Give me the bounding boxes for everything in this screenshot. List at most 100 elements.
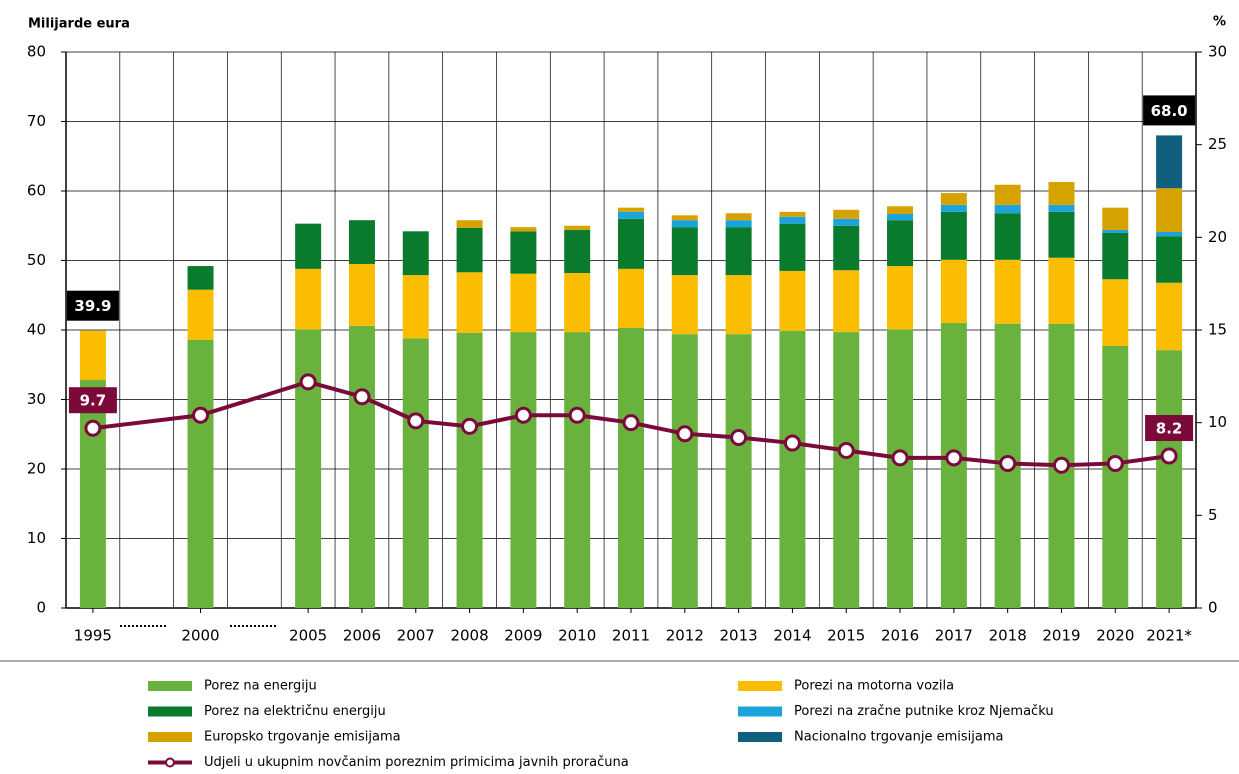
line-point [407,412,425,430]
bar-segment [564,273,591,333]
legend-swatch [148,706,192,717]
bar-segment [348,263,375,326]
y-tick-label: 30 [27,390,46,408]
bar-segment [779,223,806,271]
bar-segment [564,225,591,230]
legend-swatch [738,732,782,742]
legend-swatch [148,732,192,742]
y2-axis-label: % [1213,15,1226,30]
bar-segment [618,327,644,608]
bar-segment [564,332,591,608]
x-tick-label: 2020 [1096,627,1134,645]
line-point [1160,447,1178,465]
y2-tick-label: 15 [1208,321,1227,339]
x-tick-label: 2012 [666,627,704,645]
total-label: 39.9 [74,297,111,315]
bar-segment [1156,135,1183,189]
bar-segment [887,266,914,330]
bar-segment [887,213,914,221]
bar-segment [887,329,914,608]
bar-segment [618,268,644,328]
value-label-box [68,387,117,414]
line-point [514,406,532,424]
y2-tick-label: 10 [1208,413,1227,431]
legend-swatch [738,681,782,691]
x-tick-label: 2009 [504,627,542,645]
bar-segment [779,216,806,224]
legend-label: Nacionalno trgovanje emisijama [794,730,1003,745]
bar-segment [940,259,967,324]
line-point [837,441,855,459]
bar-segment [295,268,322,330]
bar-segment [725,334,752,608]
y-tick-label: 40 [27,321,46,339]
x-tick-label: 2014 [773,627,811,645]
bar-segment [618,211,644,219]
bar-segment [510,227,537,232]
bar-segment [833,332,860,608]
bar-segment [1156,232,1183,237]
bar-segment [79,380,106,608]
legend-marker [165,757,175,768]
y-axis-label: Milijarde eura [28,17,130,32]
bar-segment [456,332,483,608]
bar-segment [833,218,860,226]
bar-segment [1102,279,1129,346]
bar-segment [402,338,429,608]
y-tick-label: 60 [27,182,46,200]
line-point [353,388,371,406]
bar-segment [1048,204,1075,212]
bar-segment [295,223,322,269]
x-tick-label: 2007 [397,627,435,645]
bar-segment [671,334,698,608]
line-point [891,449,909,467]
y2-tick-label: 20 [1208,228,1227,246]
line-point [622,414,640,432]
bar-segment [725,213,752,221]
bar-segment [994,259,1021,324]
bar-segment [671,215,698,221]
bar-segment [1102,345,1129,608]
bar-segment [348,220,375,264]
legend-label: Porez na energiju [204,679,317,694]
y2-tick-label: 0 [1208,599,1218,617]
line-point [783,434,801,452]
line-point [192,406,210,424]
bar-segment [779,211,806,217]
bar-segment [510,332,537,608]
y2-tick-label: 30 [1208,43,1227,61]
bar-segment [994,213,1021,260]
x-tick-label: 2013 [720,627,758,645]
value-label: 8.2 [1156,420,1183,438]
total-label-box [1143,95,1196,126]
bar-segment [887,220,914,267]
bar-segment [1156,350,1183,608]
bar-segment [1156,188,1183,233]
total-label: 68.0 [1151,102,1188,120]
bar-segment [187,289,214,340]
bar-segment [1048,257,1075,324]
y-tick-label: 20 [27,460,46,478]
bar-segment [725,227,752,276]
bar-segment [187,266,214,290]
legend-label: Porez na električnu energiju [204,704,386,719]
bar-segment [348,325,375,608]
value-label-box [1145,415,1194,442]
bar-segment [456,227,483,273]
line-point [299,373,317,391]
legend-label: Porezi na zračne putnike kroz Njemačku [794,704,1054,719]
line-point [461,417,479,435]
bar-segment [725,220,752,228]
x-tick-label: 2008 [450,627,488,645]
bar-segment [671,227,698,276]
bar-segment [1156,282,1183,351]
legend-swatch [148,681,192,691]
bar-segment [1102,207,1129,230]
bar-segment [187,339,214,608]
bar-segment [456,220,483,228]
line-point [999,454,1017,472]
y-tick-label: 10 [27,529,46,547]
x-tick-label: 2021* [1146,627,1192,645]
y-tick-label: 0 [36,599,46,617]
